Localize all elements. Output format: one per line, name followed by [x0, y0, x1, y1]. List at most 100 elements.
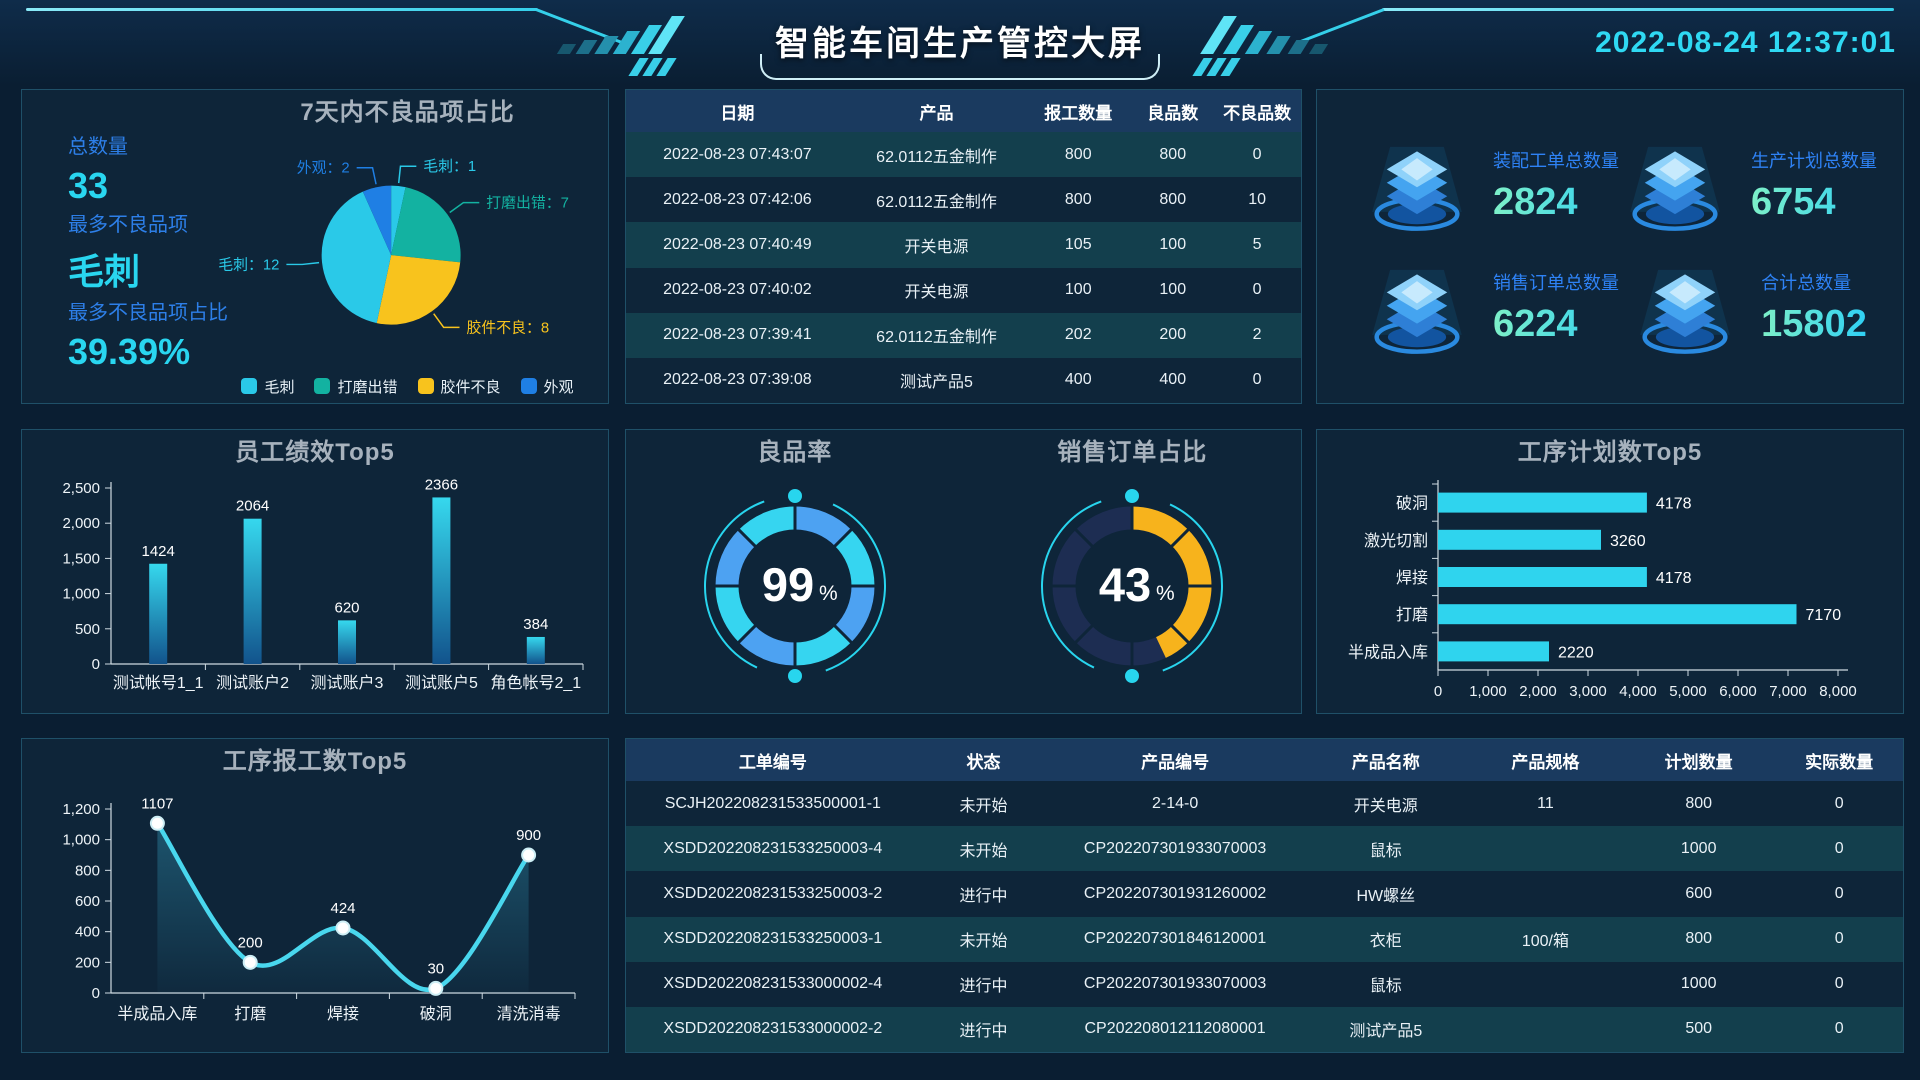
table-cell: 进行中 — [959, 1023, 1008, 1041]
table-cell: 800 — [1685, 794, 1713, 812]
chart-title-defect-pie: 7天内不良品项占比 — [300, 99, 515, 126]
svg-text:焊接: 焊接 — [1396, 569, 1428, 587]
svg-text:0: 0 — [1434, 683, 1442, 700]
table-cell: 11 — [1537, 794, 1554, 812]
column-header: 日期 — [720, 103, 755, 123]
table-cell: 0 — [1252, 281, 1262, 299]
header-deco-line-right — [1382, 8, 1894, 11]
card-value: 15802 — [1761, 303, 1867, 346]
stat-label: 最多不良品项 — [68, 214, 188, 236]
report-table: 日期 产品 报工数量 良品数 不良品数 2022-08-23 07:43:07 62.011… — [626, 90, 1301, 403]
table-cell: XSDD202208231533000002-2 — [663, 1020, 883, 1038]
svg-text:620: 620 — [334, 599, 359, 616]
chart-title-plan: 工序计划数Top5 — [1517, 439, 1703, 466]
column-header: 产品规格 — [1511, 752, 1580, 772]
table-cell: 鼠标 — [1369, 842, 1402, 860]
svg-text:外观：2: 外观：2 — [297, 160, 350, 177]
panel-orders-table: 工单编号 状态 产品编号 产品名称 产品规格 计划数量 实际数量 SCJH2022082315… — [625, 738, 1904, 1053]
table-row: 2022-08-23 07:40:02 开关电源 100 100 0 — [626, 268, 1301, 313]
svg-text:424: 424 — [330, 900, 355, 917]
defect-pie-chart: 毛刺：1 打磨出错：7 胶件不良：8 毛刺：12 外观：2 — [218, 158, 569, 336]
table-cell: 800 — [1159, 190, 1187, 208]
card-label: 装配工单总数量 — [1493, 150, 1619, 171]
svg-text:测试账户5: 测试账户5 — [405, 674, 478, 692]
defect-pie-area: 7天内不良品项占比 毛刺：1 打磨出错：7 胶件不良：8 毛刺：12 外观：2 毛刺 打磨… — [207, 90, 608, 403]
table-cell: SCJH202208231533500001-1 — [664, 794, 881, 812]
column-header: 产品编号 — [1141, 752, 1210, 772]
svg-text:7,000: 7,000 — [1769, 683, 1807, 700]
svg-text:2,500: 2,500 — [62, 480, 100, 497]
card-grand-total: 合计总数量 15802 — [1619, 247, 1877, 370]
svg-text:测试账户2: 测试账户2 — [216, 674, 289, 692]
svg-text:200: 200 — [75, 954, 100, 971]
table-cell: 600 — [1685, 884, 1713, 902]
table-cell: 800 — [1064, 145, 1092, 163]
svg-text:半成品入库: 半成品入库 — [117, 1005, 197, 1023]
table-cell: 未开始 — [959, 842, 1008, 860]
svg-text:%: % — [819, 582, 838, 605]
card-label: 销售订单总数量 — [1493, 273, 1619, 294]
table-cell: 测试产品5 — [1349, 1023, 1423, 1041]
table-cell: 2022-08-23 07:40:49 — [663, 235, 812, 253]
legend-label: 毛刺 — [264, 378, 295, 396]
table-cell: CP202207301933070003 — [1083, 975, 1267, 993]
legend-item: 毛刺 — [241, 376, 294, 397]
svg-text:1,000: 1,000 — [62, 586, 100, 603]
table-cell: 10 — [1248, 190, 1267, 208]
legend-swatch — [314, 378, 331, 395]
column-header: 实际数量 — [1805, 752, 1874, 772]
legend-label: 打磨出错 — [337, 378, 398, 396]
svg-text:半成品入库: 半成品入库 — [1348, 643, 1428, 661]
panel-performance-bar: 员工绩效Top5 0 500 1,000 1,500 2,000 2,500 1424 测试帐… — [21, 429, 609, 714]
panel-defect-pie: 总数量 33 最多不良品项 毛刺 最多不良品项占比 39.39% 7天内不良品项… — [21, 89, 609, 404]
process-line-chart: 0 200 400 600 800 1,000 1,200 1107 半成品入库 200 打磨 424… — [62, 795, 576, 1023]
table-cell: XSDD202208231533250003-4 — [663, 839, 883, 857]
svg-text:毛刺：1: 毛刺：1 — [423, 158, 476, 175]
table-cell: 100/箱 — [1521, 933, 1569, 951]
header-substripes-left — [628, 58, 677, 76]
table-cell: 2022-08-23 07:39:08 — [663, 371, 812, 389]
table-cell: 0 — [1252, 145, 1262, 163]
svg-text:30: 30 — [427, 960, 444, 977]
svg-text:打磨: 打磨 — [1396, 606, 1428, 624]
card-production-plans: 生产计划总数量 6754 — [1619, 124, 1877, 247]
column-header: 报工数量 — [1044, 103, 1113, 123]
table-row: 2022-08-23 07:39:41 62.0112五金制作 202 200 2 — [626, 312, 1301, 358]
orders-table: 工单编号 状态 产品编号 产品名称 产品规格 计划数量 实际数量 SCJH2022082315… — [626, 739, 1903, 1053]
table-cell: 测试产品5 — [900, 374, 973, 392]
svg-text:打磨出错：7: 打磨出错：7 — [486, 195, 569, 212]
svg-text:激光切割: 激光切割 — [1364, 532, 1428, 550]
yield-gauge-chart: 99% — [703, 489, 886, 683]
table-cell: 62.0112五金制作 — [876, 148, 997, 166]
table-cell: CP202207301931260002 — [1083, 884, 1267, 902]
table-cell: 100 — [1159, 235, 1187, 253]
card-sales-orders: 销售订单总数量 6224 — [1361, 247, 1619, 370]
svg-text:破洞: 破洞 — [1396, 495, 1428, 513]
table-cell: 1000 — [1680, 975, 1717, 993]
table-cell: 202 — [1064, 326, 1092, 344]
svg-text:1,000: 1,000 — [1469, 683, 1507, 700]
table-cell: 未开始 — [959, 933, 1008, 951]
yield-gauge-box: 良品率 99% — [626, 430, 964, 713]
table-row: XSDD202208231533250003-4 未开始 CP20220730193… — [626, 826, 1903, 872]
table-cell: 1000 — [1680, 839, 1717, 857]
stat-top-defect: 最多不良品项 毛刺 — [68, 208, 207, 295]
table-cell: 0 — [1252, 371, 1262, 389]
legend-label: 外观 — [543, 378, 574, 396]
chart-title-sales: 销售订单占比 — [1057, 439, 1208, 466]
stack-icon — [1361, 252, 1473, 364]
svg-text:1,000: 1,000 — [62, 832, 100, 849]
table-row: XSDD202208231533000002-2 进行中 CP20220801211… — [626, 1006, 1903, 1053]
stack-icon — [1361, 129, 1473, 241]
chart-title-process-line: 工序报工数Top5 — [222, 748, 408, 775]
panel-plan-hbar: 工序计划数Top5 0 1,000 2,000 3,000 4,000 5,000 6,00… — [1316, 429, 1904, 714]
svg-text:4178: 4178 — [1656, 570, 1692, 587]
table-cell: 2022-08-23 07:43:07 — [663, 145, 812, 163]
stat-total: 总数量 33 — [68, 130, 207, 207]
column-header: 良品数 — [1147, 103, 1199, 123]
stat-label: 最多不良品项占比 — [68, 302, 228, 324]
plan-hbar-chart: 0 1,000 2,000 3,000 4,000 5,000 6,000 7,000 8,00… — [1348, 480, 1857, 700]
stack-icon — [1619, 129, 1731, 241]
svg-text:7170: 7170 — [1806, 607, 1842, 624]
legend-swatch — [520, 378, 537, 395]
